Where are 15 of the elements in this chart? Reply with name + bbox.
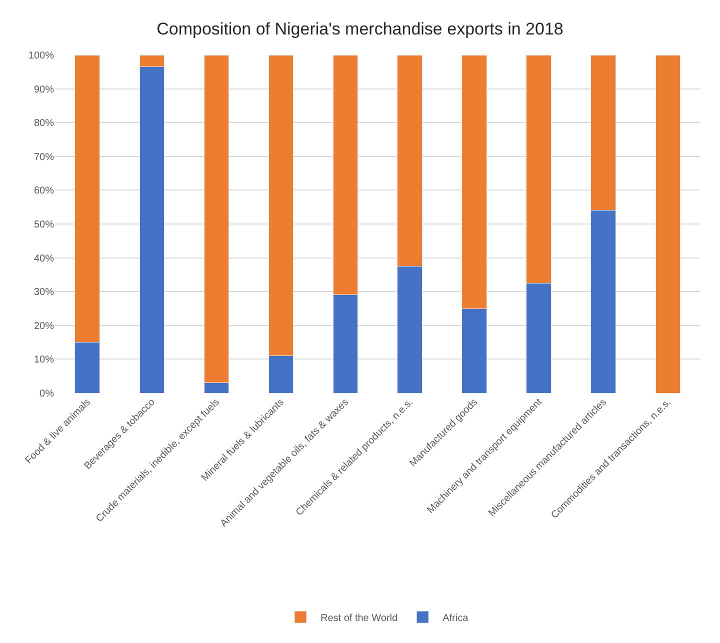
y-tick-label: 90%	[34, 84, 54, 96]
chart-title: Composition of Nigeria's merchandise exports in 2018	[156, 19, 564, 38]
y-tick-label: 100%	[28, 50, 54, 62]
y-tick-label: 40%	[34, 253, 54, 264]
y-tick-label: 0%	[40, 388, 54, 400]
legend-label: Rest of the World	[320, 612, 398, 624]
y-tick-label: 50%	[34, 220, 54, 230]
bar	[655, 55, 680, 393]
y-tick-label: 20%	[34, 320, 54, 332]
y-tick-label: 80%	[34, 118, 54, 130]
y-tick-label: 60%	[34, 186, 54, 197]
legend-label: Africa	[442, 612, 469, 624]
y-tick-label: 30%	[34, 287, 54, 298]
y-tick-label: 70%	[34, 152, 54, 163]
y-tick-label: 10%	[34, 354, 54, 366]
